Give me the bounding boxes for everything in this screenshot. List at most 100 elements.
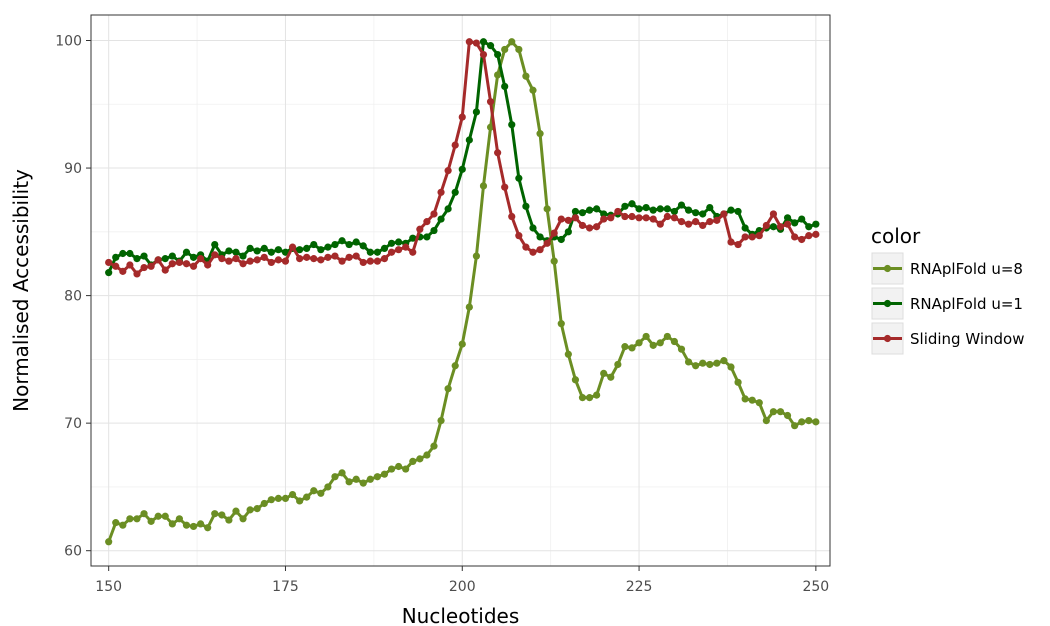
- data-point: [805, 223, 813, 231]
- data-point: [515, 232, 523, 240]
- data-point: [706, 218, 714, 226]
- x-axis-title: Nucleotides: [402, 604, 520, 626]
- data-point: [649, 341, 657, 349]
- data-point: [472, 252, 481, 260]
- data-point: [600, 215, 608, 223]
- data-point: [720, 357, 728, 365]
- data-point: [430, 226, 438, 235]
- series-layer: [105, 38, 820, 546]
- data-point: [112, 519, 120, 527]
- data-point: [232, 248, 240, 256]
- data-point: [338, 237, 346, 245]
- data-point: [119, 521, 127, 529]
- data-point: [692, 362, 700, 370]
- y-tick-label: 70: [64, 416, 82, 432]
- data-point: [458, 165, 466, 173]
- data-point: [748, 233, 756, 241]
- data-point: [274, 246, 282, 254]
- data-point: [239, 515, 247, 523]
- data-point: [642, 203, 650, 212]
- data-point: [684, 206, 693, 214]
- data-point: [522, 72, 530, 80]
- data-point: [720, 210, 728, 218]
- data-point: [508, 212, 516, 221]
- data-point: [380, 255, 389, 263]
- data-point: [303, 244, 311, 253]
- data-point: [755, 399, 763, 407]
- data-point: [642, 214, 650, 222]
- data-point: [699, 359, 707, 367]
- data-point: [338, 469, 346, 477]
- data-point: [331, 240, 339, 249]
- data-point: [204, 261, 212, 269]
- data-point: [154, 256, 162, 264]
- data-point: [175, 258, 183, 267]
- data-point: [628, 212, 636, 221]
- data-point: [571, 214, 580, 222]
- data-point: [345, 240, 353, 249]
- data-point: [189, 262, 198, 270]
- data-point: [557, 235, 565, 244]
- data-point: [246, 257, 254, 265]
- data-point: [522, 243, 530, 251]
- data-point: [140, 263, 148, 272]
- data-point: [246, 506, 254, 514]
- x-tick-label: 200: [449, 579, 476, 595]
- data-point: [614, 360, 622, 369]
- data-point: [564, 228, 572, 236]
- data-point: [783, 220, 792, 228]
- data-point: [416, 455, 424, 463]
- data-point: [578, 209, 587, 217]
- data-point: [225, 516, 233, 524]
- data-point: [416, 225, 424, 233]
- data-point: [324, 243, 332, 251]
- data-point: [373, 257, 382, 265]
- data-point: [112, 262, 120, 270]
- data-point: [642, 332, 650, 341]
- data-point: [161, 255, 169, 263]
- data-point: [762, 221, 770, 230]
- data-point: [677, 201, 686, 209]
- data-point: [310, 255, 318, 263]
- data-point: [529, 248, 537, 256]
- data-point: [119, 267, 127, 275]
- data-point: [366, 257, 374, 265]
- data-point: [727, 206, 735, 214]
- data-point: [451, 141, 459, 149]
- data-point: [593, 391, 601, 399]
- data-point: [182, 260, 191, 268]
- data-point: [395, 246, 403, 254]
- data-point: [677, 218, 686, 226]
- data-point: [600, 369, 608, 378]
- data-point: [274, 494, 282, 502]
- series-rnaplfold-u-8: [105, 38, 820, 546]
- data-point: [387, 239, 396, 247]
- data-point: [635, 214, 643, 222]
- data-point: [621, 212, 629, 221]
- data-point: [126, 261, 134, 269]
- legend-items: RNAplFold u=8 RNAplFold u=1 Sliding Window: [871, 252, 1025, 355]
- data-point: [303, 493, 311, 501]
- data-point: [762, 417, 770, 425]
- data-point: [741, 395, 749, 403]
- data-point: [218, 511, 226, 519]
- data-point: [805, 417, 813, 425]
- data-point: [628, 200, 636, 208]
- data-point: [628, 344, 636, 352]
- data-point: [734, 378, 742, 386]
- data-point: [260, 244, 268, 253]
- data-point: [684, 220, 693, 228]
- data-point: [699, 221, 707, 230]
- data-point: [352, 252, 360, 260]
- legend-item: RNAplFold u=1: [871, 287, 1023, 320]
- data-point: [536, 130, 544, 138]
- data-point: [543, 239, 551, 247]
- data-point: [168, 520, 176, 528]
- data-point: [656, 339, 664, 347]
- y-tick-label: 80: [64, 289, 82, 305]
- data-point: [423, 218, 431, 226]
- data-point: [798, 215, 806, 223]
- data-point: [501, 183, 509, 191]
- data-point: [281, 248, 290, 256]
